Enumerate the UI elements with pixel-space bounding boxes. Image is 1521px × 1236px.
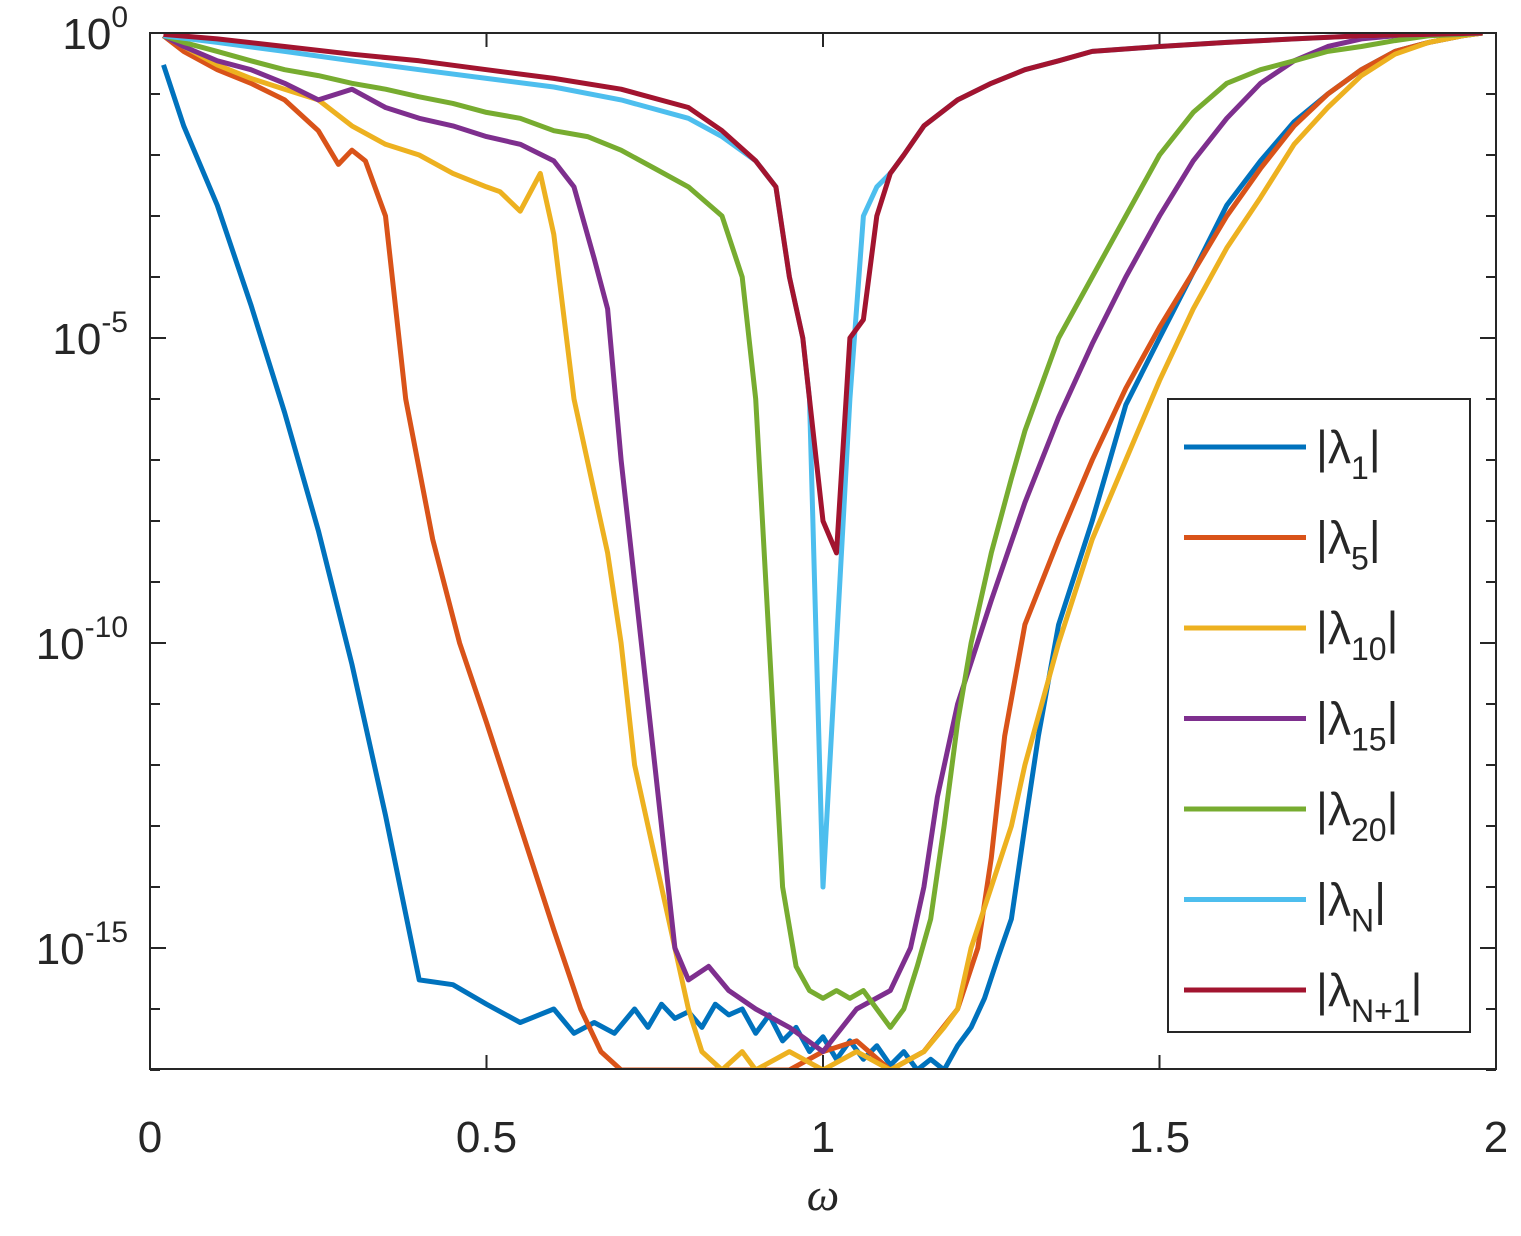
legend: |λ1| |λ5| |λ10| |λ15| |λ20| |λN| |λN+1| [1167, 398, 1471, 1033]
legend-label: |λN| [1316, 874, 1386, 939]
y-axis-ticks: 100 10-5 10-10 10-15 [36, 1, 1496, 1071]
legend-label: |λ15| [1316, 693, 1399, 758]
legend-label: |λ20| [1316, 783, 1399, 848]
legend-label: |λ5| [1316, 512, 1381, 577]
legend-label: |λ10| [1316, 602, 1399, 667]
series-line-5 [162, 33, 1483, 1030]
y-tick-label: 10-5 [52, 306, 128, 364]
x-axis-ticks: 0 0.5 1 1.5 2 [138, 33, 1508, 1162]
legend-label: |λ1| [1316, 421, 1381, 486]
y-tick-label: 10-15 [36, 916, 128, 974]
series-layer [161, 33, 1483, 1069]
series-line-2 [161, 33, 1483, 1069]
series-line-4 [162, 33, 1483, 1055]
x-tick-label: 0 [138, 1113, 162, 1162]
series-line-1 [161, 33, 1483, 1069]
x-tick-label: 2 [1484, 1113, 1508, 1162]
legend-label: |λN+1| [1316, 964, 1423, 1029]
series-line-7 [163, 33, 1483, 556]
legend-box [1167, 398, 1471, 1033]
x-axis-label: ω [807, 1169, 839, 1220]
plot-box [149, 32, 1497, 1070]
y-tick-label: 10-10 [36, 611, 128, 669]
y-tick-label: 100 [62, 1, 128, 59]
x-tick-label: 1 [811, 1113, 835, 1162]
x-tick-label: 0.5 [456, 1113, 517, 1162]
series-line-3 [162, 33, 1483, 1069]
x-tick-label: 1.5 [1129, 1113, 1190, 1162]
